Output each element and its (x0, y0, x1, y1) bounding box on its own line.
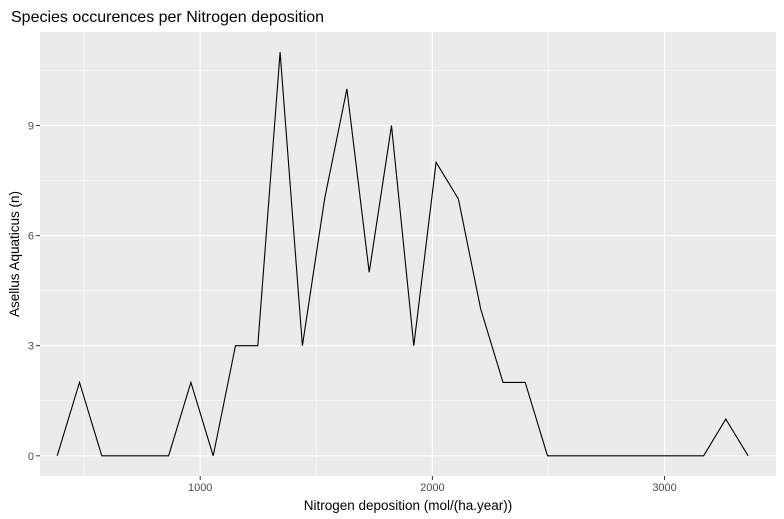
series-line (56, 52, 749, 457)
y-tick-label: 9 (28, 121, 34, 133)
plot-panel (40, 32, 776, 476)
x-tick-label: 2000 (420, 482, 444, 494)
x-tick-label: 3000 (652, 482, 676, 494)
x-axis-title: Nitrogen deposition (mol/(ha.year)) (304, 498, 513, 513)
y-tick-label: 3 (28, 341, 34, 353)
y-tick-label: 6 (28, 231, 34, 243)
axes: 1000 2000 3000 0 3 6 9 (28, 121, 677, 494)
y-axis-title: Asellus Aquaticus (n) (7, 191, 22, 317)
chart-title: Species occurences per Nitrogen depositi… (11, 9, 324, 26)
y-tick-label: 0 (28, 451, 34, 463)
x-tick-label: 1000 (188, 482, 212, 494)
